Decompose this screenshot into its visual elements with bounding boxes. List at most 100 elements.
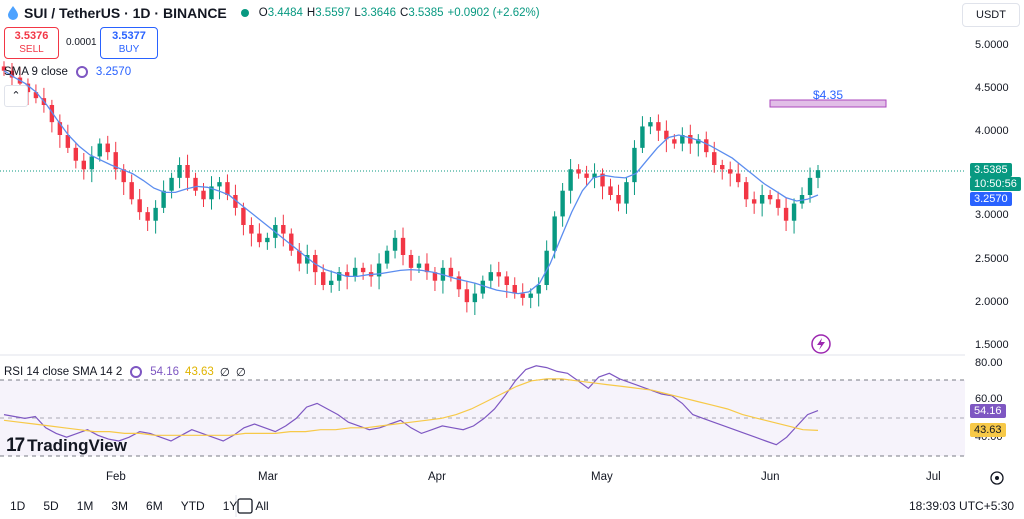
candle-body [728, 169, 733, 174]
rsi-visibility-icon[interactable] [130, 366, 143, 378]
target-zone[interactable] [769, 99, 887, 108]
time-tick: Jun [761, 471, 780, 483]
candle-body [815, 170, 821, 178]
currency-selector[interactable]: USDT [962, 3, 1020, 27]
time-tick: May [591, 471, 613, 483]
rsi-sma-tag: 43.63 [970, 423, 1006, 437]
candle-body [424, 263, 430, 273]
candle-body [552, 216, 557, 251]
buy-price: 3.5377 [112, 30, 146, 42]
rsi-legend[interactable]: RSI 14 close SMA 14 2 54.16 43.63 ∅ ∅ [4, 365, 246, 379]
candle-body [608, 186, 613, 195]
settings-gear-center [995, 476, 999, 480]
candle-body [432, 272, 438, 281]
candle-body [145, 212, 150, 221]
price-tick: 2.0000 [975, 296, 1009, 308]
candle-body [448, 267, 454, 277]
candle-body [408, 255, 414, 268]
sma-legend[interactable]: SMA 9 close 3.2570 [4, 66, 131, 78]
price-tick: 3.0000 [975, 209, 1009, 221]
candle-body [416, 263, 422, 268]
timeframe-6m[interactable]: 6M [146, 499, 163, 513]
candle-body [73, 147, 79, 161]
collapse-legend-button[interactable]: ⌃ [4, 85, 28, 107]
buy-button[interactable]: 3.5377 BUY [100, 27, 158, 59]
candle-body [321, 272, 326, 285]
candle-body [456, 276, 462, 290]
candle-body [161, 190, 166, 208]
candle-body [65, 135, 71, 148]
candle-body [336, 272, 342, 281]
timeframe-1y[interactable]: 1Y [222, 499, 238, 513]
candle-body [672, 139, 677, 144]
rsi-legend-value: 54.16 [150, 366, 180, 378]
sell-button[interactable]: 3.5376 SELL [4, 27, 59, 59]
candle-body [57, 122, 63, 135]
timeframe-1m[interactable]: 1M [76, 499, 94, 513]
symbol-title[interactable]: SUI / TetherUS · 1D · BINANCE [24, 5, 227, 21]
tradingview-logo-icon: 17 [6, 435, 25, 456]
candle-body [775, 199, 781, 208]
candle-body [113, 152, 118, 170]
candle-body [344, 272, 350, 277]
settings-gear-icon[interactable] [990, 471, 1004, 485]
rsi-sma-line [3, 378, 819, 436]
candle-body [360, 267, 366, 273]
low-label: L [354, 7, 361, 19]
sma-line [3, 70, 819, 295]
brand-name: TradingView [27, 436, 127, 455]
timeframe-all[interactable]: All [255, 499, 269, 513]
time-tick: Mar [258, 471, 278, 483]
candle-body [759, 195, 765, 204]
candle-body [233, 195, 238, 208]
rsi-tick: 80.00 [975, 357, 1003, 369]
candle-body [257, 233, 262, 243]
candle-body [576, 169, 581, 174]
candle-body [209, 186, 214, 200]
timeframe-3m[interactable]: 3M [111, 499, 129, 513]
candle-body [688, 135, 693, 144]
candle-body [153, 207, 158, 221]
price-tick: 2.5000 [975, 253, 1009, 265]
price-tag: 3.5385 [970, 163, 1012, 177]
candle-body [783, 207, 789, 221]
candle-body [81, 160, 87, 170]
rsi-label: RSI 14 close SMA 14 2 [4, 366, 123, 378]
sma-legend-value: 3.2570 [95, 66, 132, 78]
market-status-dot [240, 9, 249, 17]
tradingview-logo[interactable]: 17 TradingView [6, 435, 127, 457]
candle-body [105, 143, 110, 153]
candle-body [624, 182, 629, 204]
open-label: O [258, 7, 268, 19]
price-tick: 4.5000 [975, 82, 1009, 94]
candle-body [751, 199, 757, 204]
low-value: 3.3646 [360, 7, 396, 19]
time-tick: Apr [428, 471, 446, 483]
candle-body [807, 177, 813, 195]
candle-body [33, 92, 39, 99]
candle-body [656, 122, 661, 131]
candle-body [520, 293, 525, 298]
rsi-sma-legend-value: 43.63 [185, 366, 214, 378]
candle-body [384, 250, 390, 264]
timeframe-ytd[interactable]: YTD [180, 499, 205, 513]
candle-body [472, 293, 478, 303]
candle-body [201, 190, 206, 200]
clock[interactable]: 18:39:03 UTC+5:30 [909, 499, 1015, 513]
candle-body [735, 173, 741, 183]
candle-body [600, 173, 605, 187]
candle-body [281, 225, 286, 234]
timeframe-1d[interactable]: 1D [10, 499, 26, 513]
time-tick: Jul [926, 471, 941, 483]
candle-body [791, 203, 797, 221]
candle-body [664, 130, 669, 140]
high-label: H [306, 7, 316, 19]
sma-visibility-icon[interactable] [75, 66, 88, 78]
candle-body [328, 280, 334, 285]
candle-body [648, 122, 653, 127]
goto-date-icon[interactable] [237, 498, 253, 514]
timeframe-5d[interactable]: 5D [43, 499, 59, 513]
rsi-line [3, 365, 819, 446]
candle-body [249, 225, 254, 234]
